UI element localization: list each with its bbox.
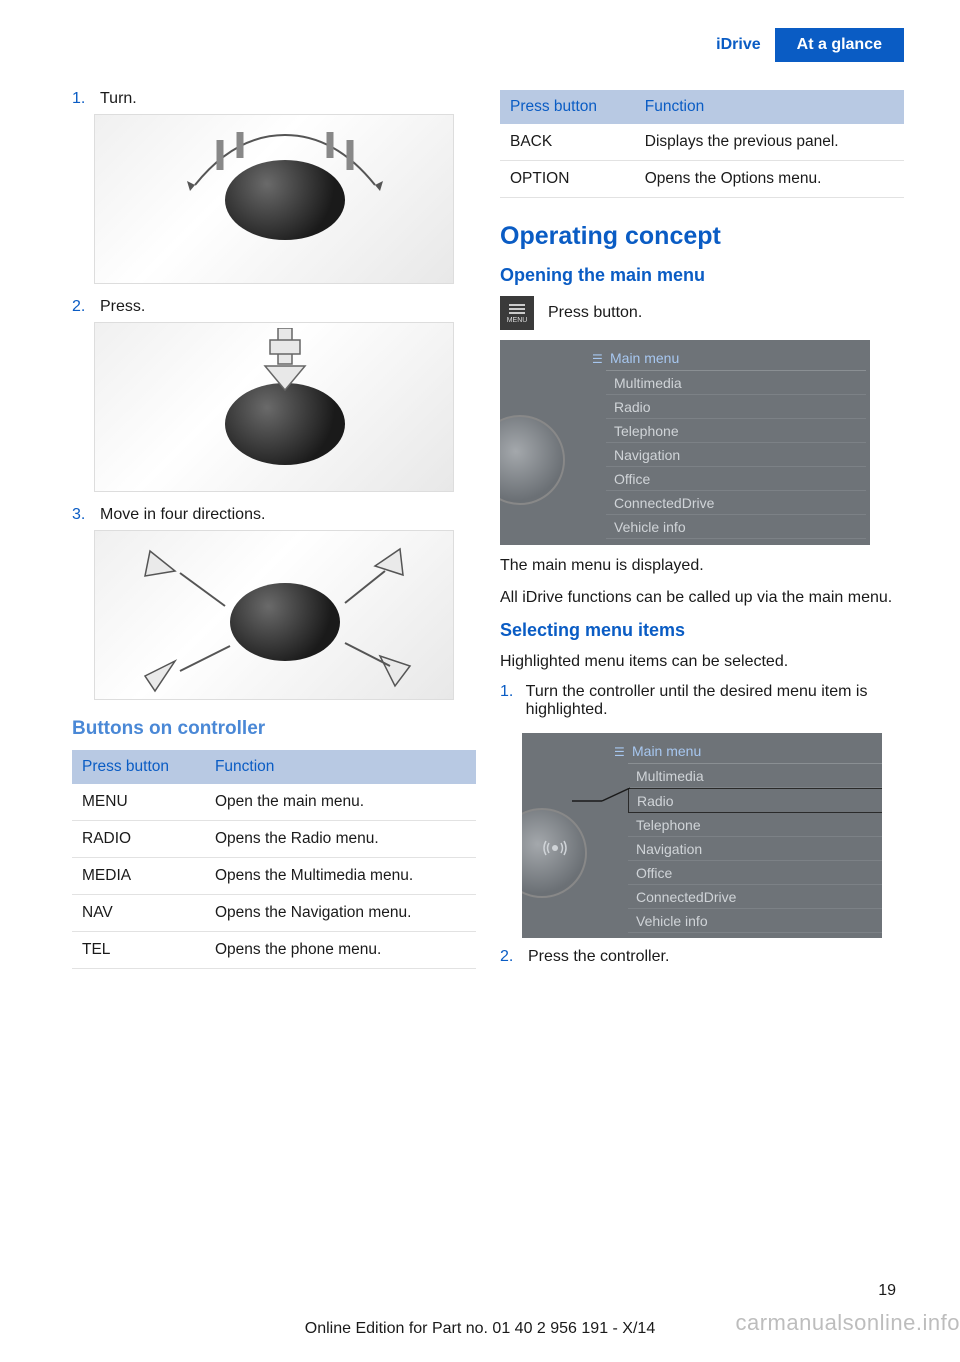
table-cell: MEDIA <box>72 858 205 895</box>
screen-menu-icon: ☰ <box>592 352 603 366</box>
press-button-text: Press button. <box>548 304 642 322</box>
table-row: RADIOOpens the Radio menu. <box>72 821 476 858</box>
screen-menu-item: Navigation <box>628 837 882 861</box>
screen-menu-item: Office <box>606 467 866 491</box>
table-header: Press button <box>72 750 205 784</box>
page-number: 19 <box>878 1282 896 1300</box>
screen-menu-item-highlighted: Radio <box>628 788 882 813</box>
screen-menu-item: Multimedia <box>628 764 882 788</box>
figure-press <box>94 322 454 492</box>
step-r2: 2. Press the controller. <box>500 948 904 966</box>
step-text: Turn the controller until the desired me… <box>526 683 904 719</box>
controller-buttons-table-2: Press button Function BACKDisplays the p… <box>500 90 904 198</box>
step-number: 3. <box>72 506 92 524</box>
screen-menu-panel: Multimedia Radio Telephone Navigation Of… <box>628 763 882 938</box>
step-number: 2. <box>72 298 92 316</box>
table-row: BACKDisplays the previous panel. <box>500 124 904 161</box>
opening-main-menu-heading: Opening the main menu <box>500 265 904 286</box>
left-column: 1. Turn. 2. Press. <box>72 90 476 980</box>
step-number: 1. <box>500 683 518 719</box>
header-section-ataglance: At a glance <box>775 28 904 62</box>
table-cell: Displays the previous panel. <box>635 124 904 161</box>
paragraph: The main menu is displayed. <box>500 555 904 577</box>
screen-menu-item: ConnectedDrive <box>628 885 882 909</box>
screen-menu-item: Settings <box>606 539 866 545</box>
step-2: 2. Press. <box>72 298 476 492</box>
screen-dial-icon <box>500 415 565 505</box>
screen-menu-icon: ☰ <box>614 745 625 759</box>
table-cell: NAV <box>72 895 205 932</box>
step-number: 1. <box>72 90 92 108</box>
main-menu-screenshot: ☰ Main menu Multimedia Radio Telephone N… <box>500 340 870 545</box>
figure-turn <box>94 114 454 284</box>
table-header: Function <box>205 750 476 784</box>
screen-title: Main menu <box>610 350 679 366</box>
table-row: NAVOpens the Navigation menu. <box>72 895 476 932</box>
screen-menu-item: Vehicle info <box>628 909 882 933</box>
page-content: 1. Turn. 2. Press. <box>0 62 960 980</box>
controller-buttons-table: Press button Function MENUOpen the main … <box>72 750 476 969</box>
screen-title: Main menu <box>632 743 701 759</box>
menu-icon-label: MENU <box>507 317 528 324</box>
buttons-on-controller-heading: Buttons on controller <box>72 718 476 740</box>
watermark: carmanualsonline.info <box>735 1310 960 1336</box>
table-row: MENUOpen the main menu. <box>72 784 476 821</box>
table-cell: TEL <box>72 932 205 969</box>
header-section-idrive: iDrive <box>702 28 774 62</box>
table-cell: Opens the phone menu. <box>205 932 476 969</box>
screen-menu-item: Telephone <box>606 419 866 443</box>
table-row: MEDIAOpens the Multimedia menu. <box>72 858 476 895</box>
menu-button-instruction: MENU Press button. <box>500 296 904 330</box>
table-cell: Opens the Multimedia menu. <box>205 858 476 895</box>
table-cell: RADIO <box>72 821 205 858</box>
table-cell: MENU <box>72 784 205 821</box>
step-3: 3. Move in four directions. <box>72 506 476 700</box>
screen-menu-item: Multimedia <box>606 371 866 395</box>
table-cell: Opens the Navigation menu. <box>205 895 476 932</box>
step-text: Press the controller. <box>528 948 669 966</box>
screen-menu-item: Settings <box>628 933 882 938</box>
step-text: Turn. <box>100 90 137 108</box>
table-header-row: Press button Function <box>72 750 476 784</box>
step-number: 2. <box>500 948 520 966</box>
main-menu-screenshot-highlighted: ☰ Main menu Multimedia Radio Telephone N… <box>522 733 882 938</box>
menu-button-icon: MENU <box>500 296 534 330</box>
screen-menu-item: Navigation <box>606 443 866 467</box>
table-header: Press button <box>500 90 635 124</box>
table-row: OPTIONOpens the Options menu. <box>500 161 904 198</box>
screen-menu-item: ConnectedDrive <box>606 491 866 515</box>
screen-menu-item: Office <box>628 861 882 885</box>
screen-menu-item: Radio <box>606 395 866 419</box>
paragraph: Highlighted menu items can be selected. <box>500 651 904 673</box>
step-1: 1. Turn. <box>72 90 476 284</box>
page-header: iDrive At a glance <box>0 0 960 62</box>
turn-arrows-icon <box>175 130 395 210</box>
radio-waves-icon <box>540 833 570 863</box>
table-cell: Opens the Options menu. <box>635 161 904 198</box>
table-cell: Open the main menu. <box>205 784 476 821</box>
operating-concept-heading: Operating concept <box>500 222 904 251</box>
screen-menu-panel: Multimedia Radio Telephone Navigation Of… <box>606 370 866 545</box>
highlight-pointer-line <box>572 783 642 803</box>
step-r1: 1. Turn the controller until the desired… <box>500 683 904 719</box>
figure-move <box>94 530 454 700</box>
table-cell: OPTION <box>500 161 635 198</box>
table-cell: Opens the Radio menu. <box>205 821 476 858</box>
paragraph: All iDrive functions can be called up vi… <box>500 587 904 609</box>
table-header-row: Press button Function <box>500 90 904 124</box>
right-column: Press button Function BACKDisplays the p… <box>500 90 904 980</box>
screen-menu-item: Telephone <box>628 813 882 837</box>
four-direction-arrows-icon <box>95 531 454 700</box>
step-text: Press. <box>100 298 145 316</box>
table-row: TELOpens the phone menu. <box>72 932 476 969</box>
step-text: Move in four directions. <box>100 506 265 524</box>
screen-menu-item: Vehicle info <box>606 515 866 539</box>
table-cell: BACK <box>500 124 635 161</box>
press-arrow-icon <box>260 328 330 408</box>
table-header: Function <box>635 90 904 124</box>
selecting-menu-items-heading: Selecting menu items <box>500 620 904 641</box>
